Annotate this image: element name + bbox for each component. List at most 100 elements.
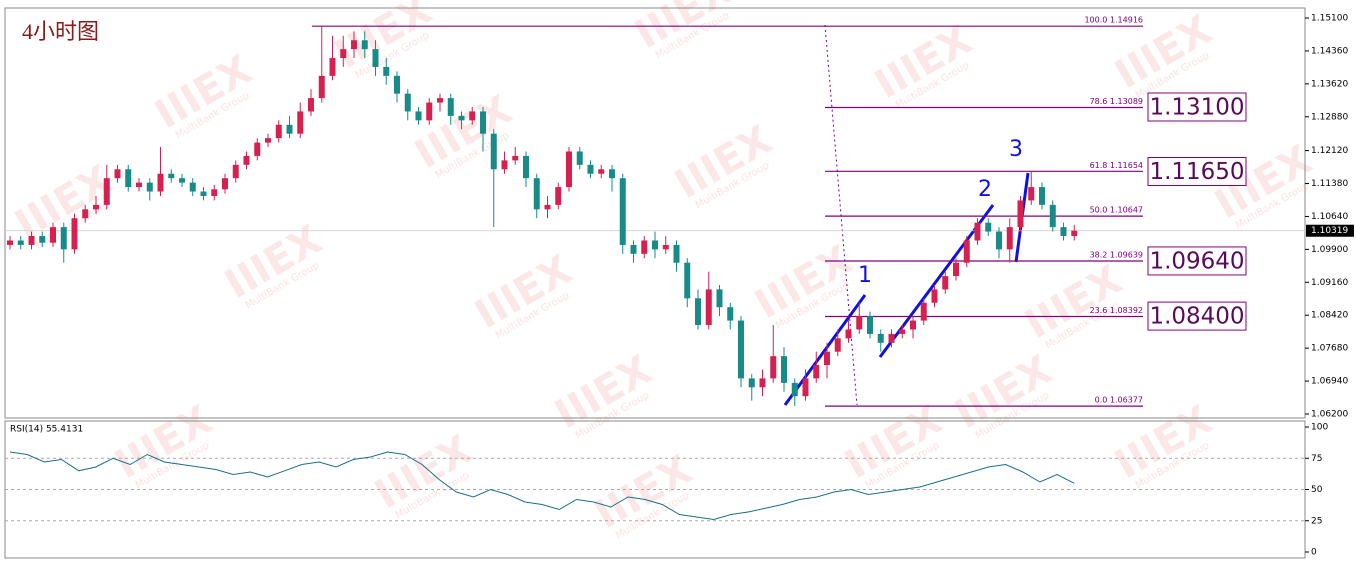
candle-body xyxy=(727,307,734,321)
candle-body xyxy=(1049,204,1056,228)
fib-level-label: 0.0 1.06377 xyxy=(1095,396,1143,405)
candle-body xyxy=(877,333,884,343)
candle-body xyxy=(834,338,841,352)
wave-label: 2 xyxy=(978,177,992,202)
candle-body xyxy=(114,169,121,179)
candle-body xyxy=(17,240,24,245)
wave-line xyxy=(783,294,867,406)
candle-body xyxy=(415,111,422,121)
wave-line xyxy=(878,204,995,358)
fib-level-label: 50.0 1.10647 xyxy=(1090,206,1143,215)
candle-body xyxy=(82,209,89,219)
candle-body xyxy=(716,289,723,308)
rsi-y-tick-label: 100 xyxy=(1311,423,1328,433)
candle-body xyxy=(372,49,379,67)
candle-body xyxy=(802,378,809,397)
candle-body xyxy=(351,40,357,50)
y-tick-label: 1.06200 xyxy=(1311,409,1348,419)
candle-body xyxy=(469,111,476,121)
candle-body xyxy=(308,98,314,112)
candle-body xyxy=(920,302,927,321)
candle-body xyxy=(437,98,443,103)
y-tick-label: 1.12120 xyxy=(1311,146,1348,156)
candle-body xyxy=(824,351,830,366)
candle-body xyxy=(458,115,465,121)
candle-body xyxy=(867,316,873,334)
candle-body xyxy=(888,333,895,343)
candle-body xyxy=(695,298,701,326)
candle-body xyxy=(146,182,153,192)
candle-body xyxy=(71,218,78,250)
chart-title: 4小时图 xyxy=(22,19,99,44)
candle-body xyxy=(705,289,712,326)
rsi-y-tick-label: 75 xyxy=(1311,454,1322,464)
fib-level-label: 38.2 1.09639 xyxy=(1090,250,1143,259)
candle-body xyxy=(684,262,691,299)
candle-body xyxy=(576,151,583,165)
target-label: 1.08400 xyxy=(1149,304,1244,330)
fib-level-label: 78.6 1.13089 xyxy=(1090,97,1143,106)
candle-body xyxy=(791,382,798,397)
target-label: 1.13100 xyxy=(1149,94,1244,120)
candle-body xyxy=(630,244,637,254)
target-box xyxy=(1147,246,1247,276)
candle-body xyxy=(361,40,368,50)
candle-body xyxy=(1060,227,1067,237)
wave-label: 3 xyxy=(1009,137,1023,162)
candle-body xyxy=(1039,187,1045,205)
wave-label: 1 xyxy=(858,263,872,288)
candle-body xyxy=(587,164,594,174)
candle-body xyxy=(275,124,282,139)
candle-body xyxy=(673,244,680,263)
target-box xyxy=(1147,301,1247,331)
candle-body xyxy=(523,155,529,179)
candle-body xyxy=(813,365,820,379)
candle-body xyxy=(1071,230,1078,237)
target-label: 1.11650 xyxy=(1149,159,1244,185)
candle-body xyxy=(985,222,992,232)
candle-body xyxy=(329,58,336,76)
candle-body xyxy=(609,169,615,179)
candle-body xyxy=(931,289,938,303)
y-tick-label: 1.12880 xyxy=(1311,112,1348,122)
candle-body xyxy=(232,164,239,179)
candle-body xyxy=(480,111,486,134)
candle-body xyxy=(759,378,766,388)
candle-body xyxy=(340,49,347,59)
candle-body xyxy=(619,178,626,245)
candle-body xyxy=(533,178,540,210)
candle-body xyxy=(211,189,218,196)
candle-body xyxy=(748,378,755,388)
y-tick-label: 1.13620 xyxy=(1311,79,1348,89)
candle-body xyxy=(555,187,562,205)
target-box xyxy=(1147,157,1247,187)
y-tick-label: 1.11380 xyxy=(1311,179,1348,189)
y-tick-label: 1.06940 xyxy=(1311,377,1348,387)
candle-body xyxy=(200,191,207,196)
candle-body xyxy=(50,227,56,243)
candle-body xyxy=(501,160,508,170)
candle-body xyxy=(383,66,390,76)
candle-body xyxy=(1017,200,1024,228)
price-panel xyxy=(4,7,1306,419)
candle-body xyxy=(770,356,777,379)
rsi-y-tick-label: 50 xyxy=(1311,485,1323,495)
candle-body xyxy=(899,329,906,334)
rsi-y-tick-label: 25 xyxy=(1311,516,1322,526)
candle-body xyxy=(179,178,185,183)
fib-trend-line xyxy=(824,24,858,406)
candle-body xyxy=(93,204,99,210)
rsi-line xyxy=(9,451,1075,521)
fib-level-label: 23.6 1.08392 xyxy=(1090,306,1143,315)
candle-body xyxy=(404,93,411,112)
candle-body xyxy=(1006,227,1013,250)
candle-body xyxy=(910,320,916,330)
candle-body xyxy=(168,173,175,179)
candle-body xyxy=(781,356,787,383)
candle-body xyxy=(297,111,304,134)
rsi-y-tick-label: 0 xyxy=(1311,548,1317,558)
current-price-box xyxy=(1306,224,1354,237)
candle-body xyxy=(157,173,164,192)
candle-body xyxy=(974,222,981,241)
